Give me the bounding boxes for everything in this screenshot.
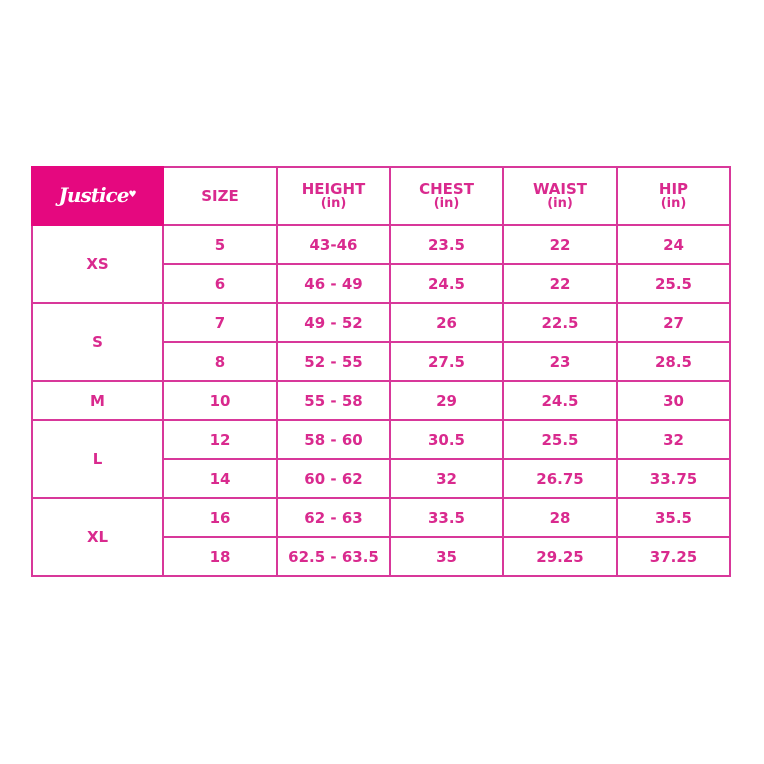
hip-cell: 24 [616, 224, 731, 265]
header-waist: WAIST (in) [502, 166, 618, 226]
hip-cell: 33.75 [616, 458, 731, 499]
chest-cell: 33.5 [389, 497, 504, 538]
header-size: SIZE [162, 166, 278, 226]
table-row: 8 52 - 55 27.5 23 28.5 [32, 341, 731, 382]
waist-cell: 22 [502, 224, 618, 265]
size-cell: 5 [162, 224, 278, 265]
size-cell: 8 [162, 341, 278, 382]
chest-cell: 32 [389, 458, 504, 499]
waist-cell: 28 [502, 497, 618, 538]
table-row: XS 5 43-46 23.5 22 24 [31, 224, 731, 304]
height-cell: 60 - 62 [276, 458, 391, 499]
size-cell: 6 [162, 263, 278, 304]
height-cell: 58 - 60 [276, 419, 391, 460]
table-row: 14 60 - 62 32 26.75 33.75 [32, 458, 731, 499]
hip-cell: 35.5 [616, 497, 731, 538]
hip-cell: 27 [616, 302, 731, 343]
chest-cell: 27.5 [389, 341, 504, 382]
waist-cell: 25.5 [502, 419, 618, 460]
hip-cell: 37.25 [616, 536, 731, 577]
height-cell: 52 - 55 [276, 341, 391, 382]
chest-cell: 29 [389, 380, 504, 421]
height-cell: 46 - 49 [276, 263, 391, 304]
header-height: HEIGHT (in) [276, 166, 391, 226]
chest-cell: 30.5 [389, 419, 504, 460]
table-row: S 7 49 - 52 26 22.5 27 [31, 302, 731, 382]
table-row: 18 62.5 - 63.5 35 29.25 37.25 [32, 536, 731, 577]
header-hip: HIP (in) [616, 166, 731, 226]
table-row: M 10 55 - 58 29 24.5 30 [31, 380, 731, 421]
waist-cell: 23 [502, 341, 618, 382]
waist-cell: 22 [502, 263, 618, 304]
height-cell: 55 - 58 [276, 380, 391, 421]
heart-icon: ♥ [128, 189, 137, 200]
size-chart-table: Justice♥ SIZE HEIGHT (in) CHEST (in) WAIST… [31, 166, 731, 577]
hip-cell: 28.5 [616, 341, 731, 382]
hip-cell: 25.5 [616, 263, 731, 304]
justice-logo: Justice♥ [31, 166, 164, 226]
hip-cell: 32 [616, 419, 731, 460]
waist-cell: 24.5 [502, 380, 618, 421]
waist-cell: 22.5 [502, 302, 618, 343]
size-cell: 14 [162, 458, 278, 499]
height-cell: 62 - 63 [276, 497, 391, 538]
size-cell: 7 [162, 302, 278, 343]
hip-cell: 30 [616, 380, 731, 421]
height-cell: 43-46 [276, 224, 391, 265]
chest-cell: 23.5 [389, 224, 504, 265]
size-group-label: XL [31, 497, 164, 577]
size-group-label: L [31, 419, 164, 499]
table-row: XL 16 62 - 63 33.5 28 35.5 [31, 497, 731, 577]
chest-cell: 26 [389, 302, 504, 343]
waist-cell: 26.75 [502, 458, 618, 499]
size-group-label: S [31, 302, 164, 382]
height-cell: 62.5 - 63.5 [276, 536, 391, 577]
waist-cell: 29.25 [502, 536, 618, 577]
table-row: L 12 58 - 60 30.5 25.5 32 [31, 419, 731, 499]
chest-cell: 24.5 [389, 263, 504, 304]
size-cell: 18 [162, 536, 278, 577]
chest-cell: 35 [389, 536, 504, 577]
header-chest: CHEST (in) [389, 166, 504, 226]
table-row: 6 46 - 49 24.5 22 25.5 [32, 263, 731, 304]
height-cell: 49 - 52 [276, 302, 391, 343]
size-group-label: M [31, 380, 164, 421]
size-cell: 12 [162, 419, 278, 460]
header-row: Justice♥ SIZE HEIGHT (in) CHEST (in) WAIST… [31, 166, 731, 226]
size-cell: 10 [162, 380, 278, 421]
size-cell: 16 [162, 497, 278, 538]
size-group-label: XS [31, 224, 164, 304]
